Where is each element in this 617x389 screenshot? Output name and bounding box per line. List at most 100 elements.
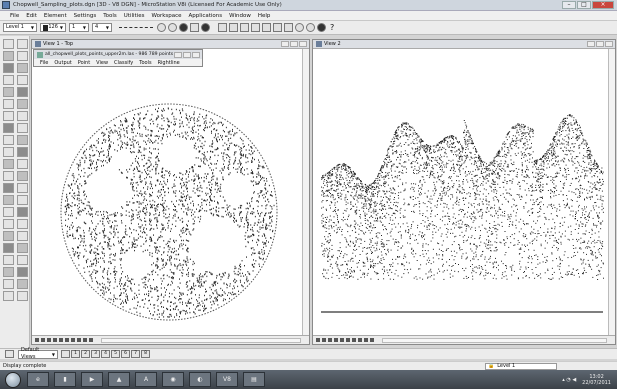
pc-menu-file[interactable]: File	[40, 60, 49, 66]
tool-button[interactable]	[3, 159, 14, 169]
maximize-button[interactable]	[183, 51, 192, 58]
tool-button[interactable]	[3, 51, 14, 61]
maximize-button[interactable]: □	[577, 1, 591, 9]
minimize-button[interactable]	[174, 51, 183, 58]
horizontal-scrollbar[interactable]	[101, 337, 301, 343]
tool-button[interactable]	[3, 279, 14, 289]
tool-button[interactable]	[3, 183, 14, 193]
menu-element[interactable]: Element	[43, 12, 67, 19]
tool-button[interactable]	[17, 63, 28, 73]
tool-button[interactable]	[3, 195, 14, 205]
pc-menu-tools[interactable]: Tools	[139, 60, 152, 66]
tool-button[interactable]	[17, 219, 28, 229]
pointcloud-window[interactable]: all_chopwell_plots_points_upper2m.las - …	[33, 49, 203, 67]
pc-menu-rightline[interactable]: Rightline	[157, 60, 180, 66]
cut-icon[interactable]	[262, 23, 271, 32]
save-icon[interactable]	[240, 23, 249, 32]
tool-button[interactable]	[3, 63, 14, 73]
tool-button[interactable]	[3, 39, 14, 49]
close-button[interactable]: ×	[592, 1, 614, 9]
tool-button[interactable]	[3, 111, 14, 121]
minimize-button[interactable]: –	[562, 1, 576, 9]
view-1-window[interactable]: View 1 - Top	[31, 39, 310, 345]
transparency-icon[interactable]	[157, 23, 166, 32]
weight-select[interactable]: 1 ▼	[69, 23, 89, 32]
menu-workspace[interactable]: Workspace	[151, 12, 182, 19]
view-control-icon[interactable]	[71, 338, 75, 342]
tool-button[interactable]	[17, 87, 28, 97]
view-control-icon[interactable]	[59, 338, 63, 342]
view-2-window[interactable]: View 2	[312, 39, 616, 345]
tool-button[interactable]	[17, 123, 28, 133]
grid-icon[interactable]	[190, 23, 199, 32]
tool-button[interactable]	[17, 171, 28, 181]
tool-button[interactable]	[17, 75, 28, 85]
view-control-icon[interactable]	[65, 338, 69, 342]
menu-utilities[interactable]: Utilities	[123, 12, 145, 19]
vertical-scrollbar[interactable]	[302, 49, 309, 335]
tool-button[interactable]	[3, 99, 14, 109]
tool-button[interactable]	[17, 195, 28, 205]
open-file-icon[interactable]	[229, 23, 238, 32]
level-select[interactable]: Level 1 ▼	[3, 23, 37, 32]
tool-button[interactable]	[17, 39, 28, 49]
tool-button[interactable]	[17, 267, 28, 277]
color-select[interactable]: 126 ▼	[40, 23, 66, 32]
menu-settings[interactable]: Settings	[73, 12, 97, 19]
view-control-icon[interactable]	[47, 338, 51, 342]
view-control-icon[interactable]	[41, 338, 45, 342]
pc-menu-classify[interactable]: Classify	[114, 60, 134, 66]
tool-button[interactable]	[3, 207, 14, 217]
tool-button[interactable]	[17, 147, 28, 157]
tool-button[interactable]	[3, 87, 14, 97]
tool-button[interactable]	[3, 291, 14, 301]
close-button[interactable]	[299, 41, 307, 47]
paste-icon[interactable]	[284, 23, 293, 32]
tool-button[interactable]	[17, 99, 28, 109]
view-2-canvas[interactable]	[313, 49, 608, 336]
tool-button[interactable]	[3, 171, 14, 181]
tool-button[interactable]	[17, 183, 28, 193]
view-control-icon[interactable]	[53, 338, 57, 342]
new-file-icon[interactable]	[218, 23, 227, 32]
tool-button[interactable]	[3, 147, 14, 157]
maximize-button[interactable]	[596, 41, 604, 47]
globe-icon[interactable]	[317, 23, 326, 32]
tool-button[interactable]	[17, 159, 28, 169]
tool-button[interactable]	[3, 231, 14, 241]
tool-button[interactable]	[17, 135, 28, 145]
tool-button[interactable]	[17, 291, 28, 301]
tool-button[interactable]	[17, 51, 28, 61]
pc-menu-view[interactable]: View	[96, 60, 109, 66]
view-control-icon[interactable]	[83, 338, 87, 342]
tool-button[interactable]	[17, 243, 28, 253]
tool-button[interactable]	[3, 75, 14, 85]
help-icon[interactable]: ?	[330, 23, 335, 32]
menu-tools[interactable]: Tools	[103, 12, 117, 19]
view-control-icon[interactable]	[35, 338, 39, 342]
close-button[interactable]	[605, 41, 613, 47]
tool-button[interactable]	[3, 267, 14, 277]
copy-icon[interactable]	[273, 23, 282, 32]
view-control-icon[interactable]	[89, 338, 93, 342]
menu-edit[interactable]: Edit	[26, 12, 37, 19]
tool-button[interactable]	[3, 243, 14, 253]
menu-applications[interactable]: Applications	[188, 12, 223, 19]
view-control-icon[interactable]	[77, 338, 81, 342]
tool-button[interactable]	[17, 231, 28, 241]
pc-menu-output[interactable]: Output	[54, 60, 72, 66]
redo-icon[interactable]	[306, 23, 315, 32]
close-button[interactable]	[192, 51, 201, 58]
menu-file[interactable]: File	[10, 12, 20, 19]
tool-button[interactable]	[3, 255, 14, 265]
minimize-button[interactable]	[281, 41, 289, 47]
class-icon[interactable]	[179, 23, 188, 32]
print-icon[interactable]	[251, 23, 260, 32]
tool-button[interactable]	[17, 279, 28, 289]
maximize-button[interactable]	[290, 41, 298, 47]
undo-icon[interactable]	[295, 23, 304, 32]
record-icon[interactable]	[201, 23, 210, 32]
line-style-select[interactable]: 4 ▼	[92, 23, 112, 32]
tool-button[interactable]	[17, 207, 28, 217]
tool-button[interactable]	[3, 123, 14, 133]
